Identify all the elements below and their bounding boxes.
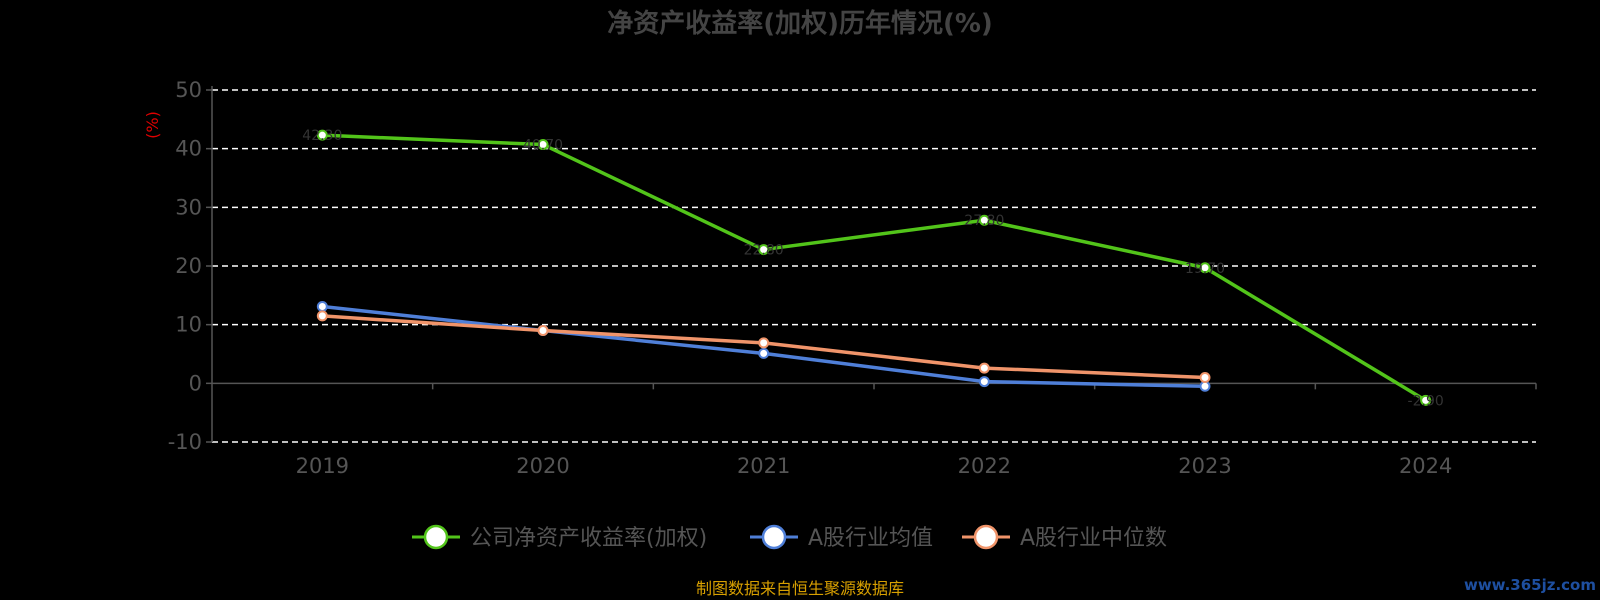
legend-marker: [973, 524, 999, 550]
data-point: [978, 376, 990, 388]
data-label: 22.80: [744, 243, 784, 259]
x-tick-label: 2020: [516, 454, 569, 478]
data-point: [978, 362, 990, 374]
data-label: 40.70: [523, 138, 563, 154]
legend-label: A股行业均值: [808, 526, 933, 551]
x-tick-label: 2021: [737, 454, 790, 478]
y-tick-label: 10: [175, 313, 202, 337]
data-label: 42.30: [302, 128, 342, 144]
y-tick-label: 0: [189, 371, 202, 395]
series-2: [316, 310, 1211, 383]
data-label: 27.80: [964, 213, 1004, 229]
data-label: 19.70: [1185, 261, 1225, 277]
data-point: [758, 337, 770, 349]
x-tick-label: 2019: [296, 454, 349, 478]
watermark: www.365jz.com: [1464, 576, 1596, 594]
legend-label: 公司净资产收益率(加权): [470, 526, 707, 551]
data-point: [758, 244, 770, 256]
legend-marker: [761, 524, 787, 550]
y-tick-label: 20: [175, 254, 202, 278]
data-point: [537, 139, 549, 151]
chart-title: 净资产收益率(加权)历年情况(%): [607, 8, 993, 39]
legend-item-1[interactable]: A股行业均值: [750, 524, 933, 551]
legend-marker: [423, 524, 449, 550]
series-0: 42.30 40.70 22.80 27.80 19.70 -2.90: [302, 128, 1443, 409]
series-layer: 42.30 40.70 22.80 27.80 19.70 -2.90: [302, 128, 1443, 409]
data-point: [1199, 371, 1211, 383]
y-tick-label: 30: [175, 195, 202, 219]
y-tick-label: -10: [168, 430, 202, 454]
y-axis-label: (%): [143, 111, 162, 139]
data-point: [537, 325, 549, 337]
legend-label: A股行业中位数: [1020, 526, 1167, 551]
y-tick-label: 40: [175, 137, 202, 161]
data-point: [1420, 394, 1432, 406]
data-point: [1199, 380, 1211, 392]
data-point: [1199, 262, 1211, 274]
data-point: [316, 300, 328, 312]
y-tick-label: 50: [175, 78, 202, 102]
legend-item-2[interactable]: A股行业中位数: [962, 524, 1167, 551]
legend-item-0[interactable]: 公司净资产收益率(加权): [412, 524, 707, 551]
data-point: [758, 347, 770, 359]
x-tick-label: 2022: [958, 454, 1011, 478]
data-point: [316, 129, 328, 141]
data-label: -2.90: [1408, 393, 1444, 409]
x-tick-label: 2024: [1399, 454, 1452, 478]
x-tick-label: 2023: [1178, 454, 1231, 478]
series-line: [322, 133, 1427, 402]
data-point: [316, 310, 328, 322]
data-source-note: 制图数据来自恒生聚源数据库: [696, 579, 904, 598]
axis-layer: 50 40 30 20 10 0 -10 2019 2020 2021 2022 2023 2024: [168, 78, 1537, 478]
legend[interactable]: 公司净资产收益率(加权) A股行业均值 A股行业中位数: [412, 524, 1167, 551]
data-point: [978, 214, 990, 226]
